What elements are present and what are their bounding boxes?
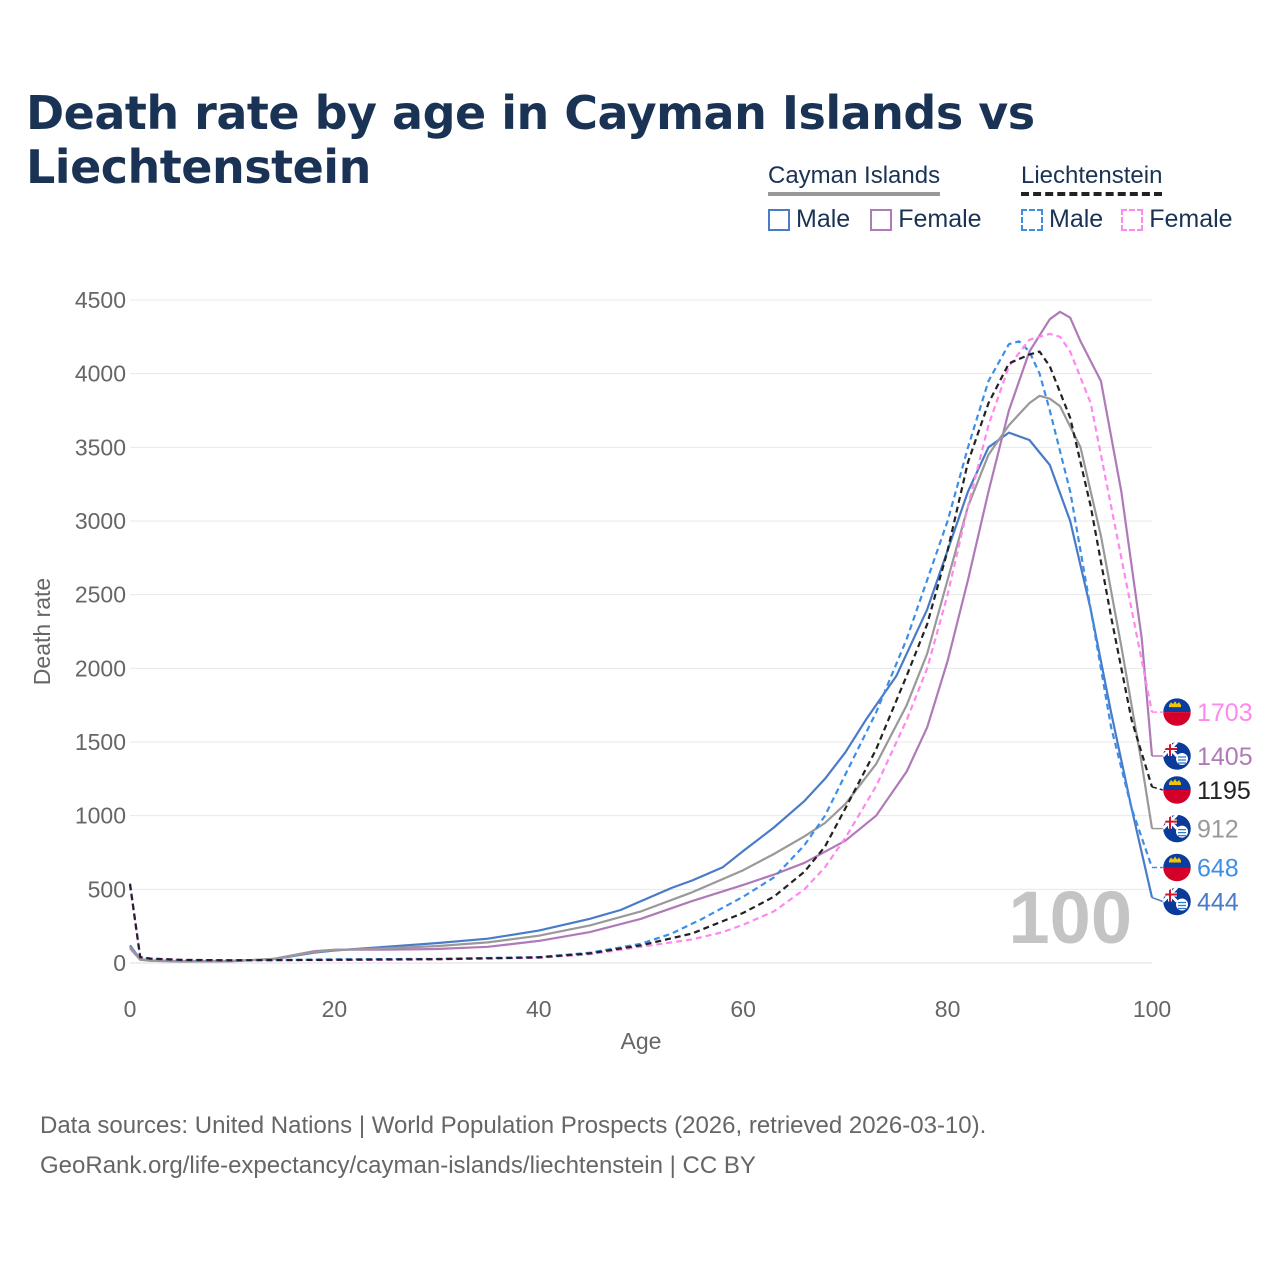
flag-ring — [1162, 853, 1192, 882]
y-tick-label: 500 — [88, 876, 126, 902]
flag-crown — [1169, 779, 1181, 785]
liechtenstein-flag-icon — [1162, 775, 1192, 805]
end-value-label: 648 — [1197, 855, 1239, 883]
y-tick-label: 4000 — [75, 361, 126, 387]
flag-body — [1163, 853, 1191, 882]
end-value-label: 1405 — [1197, 743, 1253, 771]
flag-ring — [1162, 887, 1192, 916]
end-value-label: 444 — [1197, 889, 1239, 917]
x-tick-label: 20 — [322, 996, 348, 1022]
legend-group-liechtenstein: Liechtenstein — [1021, 162, 1163, 196]
legend-cayman-female[interactable]: Female — [870, 205, 982, 234]
x-axis-title: Age — [621, 1028, 662, 1054]
line-chart: 0 500 1000 1500 2000 2500 3000 3500 4000 4500 0 20 4… — [29, 287, 1253, 1054]
flag-ring — [1162, 775, 1192, 805]
end-value-label: 1703 — [1197, 699, 1253, 727]
legend-label-liechtenstein-male: Male — [1049, 205, 1104, 233]
cayman-islands-flag-icon — [1162, 814, 1192, 843]
legend-liechtenstein-male[interactable]: Male — [1021, 205, 1103, 234]
year-watermark: 100 — [1009, 876, 1132, 959]
flag-body — [1163, 776, 1191, 804]
flag-body — [1163, 742, 1191, 770]
y-tick-label: 1500 — [75, 729, 126, 755]
x-tick-label: 40 — [526, 996, 552, 1022]
flag-ring — [1162, 741, 1192, 771]
legend-title-cayman: Cayman Islands — [768, 162, 941, 196]
end-connector — [1151, 786, 1164, 791]
y-axis-title: Death rate — [29, 578, 55, 685]
liechtenstein-flag-icon — [1162, 853, 1192, 882]
flag-crown — [1169, 701, 1181, 708]
y-tick-label: 4500 — [75, 287, 126, 313]
flag-ring — [1162, 697, 1192, 727]
x-tick-label: 0 — [124, 996, 137, 1022]
y-tick-label: 0 — [113, 950, 126, 976]
y-tick-label: 2000 — [75, 655, 126, 681]
cayman-islands-flag-icon — [1162, 741, 1192, 771]
liechtenstein-flag-icon — [1162, 697, 1192, 727]
flag-crown — [1169, 856, 1181, 863]
sources-line-2: GeoRank.org/life-expectancy/cayman-islan… — [40, 1152, 756, 1179]
flag-cross-red — [1163, 814, 1177, 829]
y-tick-label: 2500 — [75, 582, 126, 608]
flag-badge — [1176, 753, 1188, 765]
legend-group-cayman: Cayman Islands — [768, 162, 941, 196]
flag-badge — [1176, 825, 1188, 838]
x-tick-label: 80 — [935, 996, 961, 1022]
end-value-label: 1195 — [1197, 777, 1251, 805]
flag-stripe-red — [1163, 712, 1191, 727]
legend-cayman-male[interactable]: Male — [768, 205, 850, 234]
legend-label-cayman-male: Male — [796, 205, 851, 233]
legend-swatch-cayman-male — [768, 208, 790, 231]
flag-body — [1163, 698, 1191, 727]
x-tick-label: 60 — [730, 996, 756, 1022]
flag-body — [1163, 887, 1191, 916]
legend-items-cayman: Male Female — [768, 205, 982, 234]
chart-title: Death rate by age in Cayman Islands vs L… — [26, 86, 1035, 194]
flag-badge-waves — [1178, 828, 1186, 837]
y-tick-label: 3000 — [75, 508, 126, 534]
legend-title-liechtenstein: Liechtenstein — [1021, 162, 1163, 196]
legend-swatch-liechtenstein-female — [1121, 208, 1144, 231]
sources: Data sources: United Nations | World Pop… — [40, 1106, 986, 1186]
legend-label-liechtenstein-female: Female — [1149, 205, 1233, 233]
legend-swatch-cayman-female — [870, 208, 893, 231]
x-tick-label: 100 — [1133, 996, 1171, 1022]
series-line-cayman_male — [129, 431, 1154, 963]
flag-ring — [1162, 814, 1192, 843]
flag-badge-waves — [1178, 901, 1186, 910]
legend-liechtenstein-female[interactable]: Female — [1121, 205, 1233, 234]
flag-cross-red — [1163, 887, 1177, 902]
flag-badge — [1176, 898, 1188, 911]
flag-badge-waves — [1178, 756, 1186, 764]
series-line-cayman_total — [129, 394, 1154, 963]
series-line-liech_female — [128, 332, 1154, 962]
end-value-label: 912 — [1197, 816, 1239, 844]
y-tick-label: 1000 — [75, 803, 126, 829]
flag-stripe-red — [1163, 790, 1191, 804]
flag-stripe-red — [1163, 867, 1191, 882]
series-line-liech_total — [128, 350, 1154, 962]
legend-swatch-liechtenstein-male — [1021, 208, 1043, 231]
series-line-cayman_female — [129, 310, 1154, 963]
legend-label-cayman-female: Female — [898, 205, 982, 233]
end-connector — [1151, 896, 1164, 903]
legend-items-liechtenstein: Male Female — [1021, 205, 1233, 234]
flag-cross-red — [1163, 742, 1177, 756]
sources-line-1: Data sources: United Nations | World Pop… — [40, 1112, 987, 1139]
cayman-islands-flag-icon — [1162, 887, 1192, 916]
series-line-liech_male — [128, 340, 1154, 962]
y-tick-label: 3500 — [75, 434, 126, 460]
